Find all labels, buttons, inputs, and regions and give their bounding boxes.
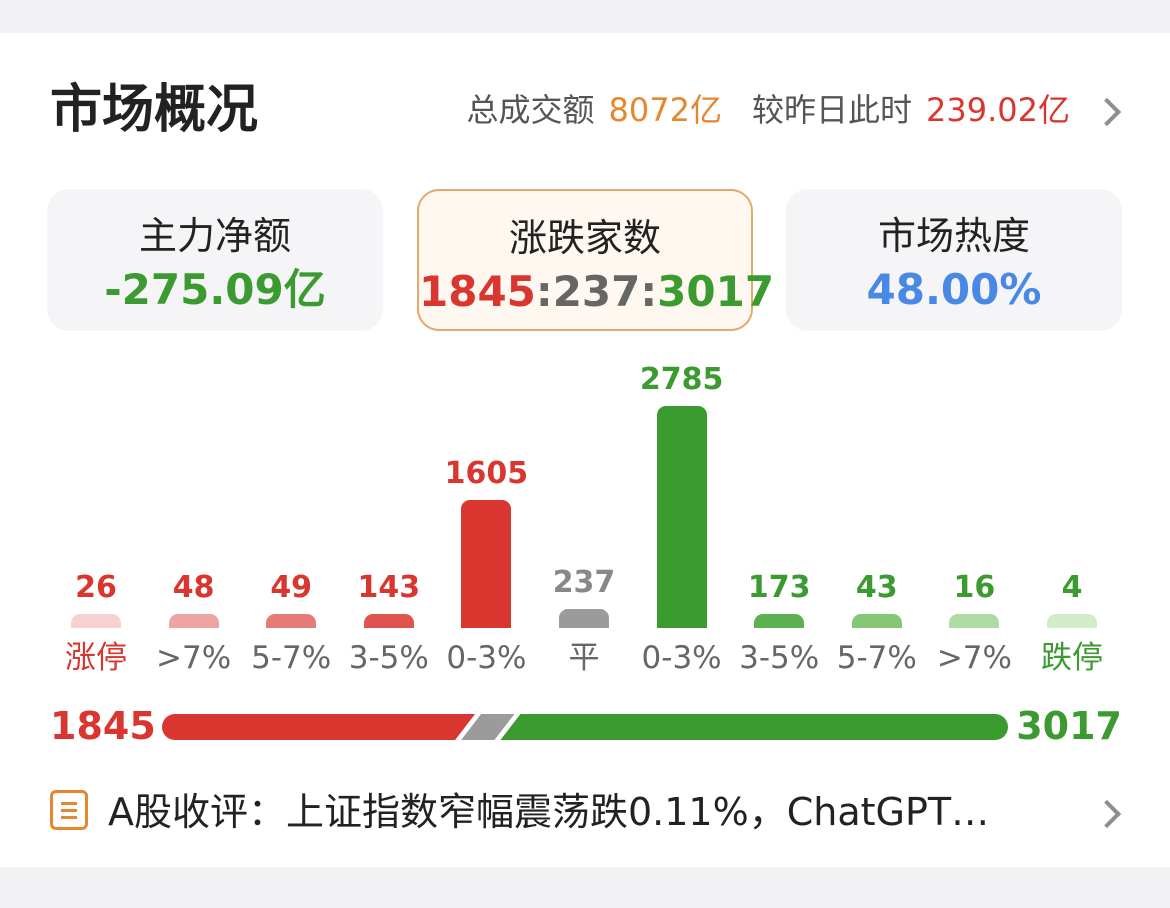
stat-value: 1845:237:3017 — [419, 267, 774, 317]
advance-decline-ratio-bar — [162, 714, 1008, 740]
separator: : — [535, 267, 553, 316]
stat-label: 市场热度 — [877, 214, 1030, 258]
news-headline: A股收评：上证指数窄幅震荡跌0.11%，ChatGPT… — [108, 790, 990, 834]
flat-count: 237 — [552, 267, 641, 316]
stat-label: 主力净额 — [138, 214, 291, 258]
advance-count: 1845 — [419, 267, 536, 316]
stat-card-advance-decline[interactable]: 涨跌家数 1845:237:3017 — [417, 189, 774, 331]
flat-segment — [461, 714, 515, 740]
stat-card-market-heat[interactable]: 市场热度 48.00% — [786, 189, 1122, 331]
stat-label: 涨跌家数 — [508, 216, 661, 260]
compare-label: 较昨日此时 — [752, 91, 913, 129]
market-overview-card — [0, 33, 1170, 867]
turnover-label: 总成交额 — [466, 91, 595, 129]
page-title: 市场概况 — [50, 80, 259, 140]
turnover-value: 8072亿 — [608, 91, 722, 129]
news-item[interactable]: A股收评：上证指数窄幅震荡跌0.11%，ChatGPT… — [50, 786, 1122, 838]
turnover-summary[interactable]: 总成交额 8072亿 较昨日此时 239.02亿 — [467, 88, 1070, 132]
stat-value: -275.09亿 — [104, 265, 326, 314]
decline-segment — [500, 714, 1008, 740]
separator: : — [640, 267, 658, 316]
advance-segment — [162, 714, 476, 740]
document-icon — [50, 790, 88, 830]
stat-value: 48.00% — [866, 265, 1042, 314]
stat-card-main-net[interactable]: 主力净额 -275.09亿 — [47, 189, 383, 331]
advance-total: 1845 — [50, 704, 156, 748]
compare-value: 239.02亿 — [926, 91, 1070, 129]
decline-total: 3017 — [1016, 704, 1122, 748]
decline-count: 3017 — [657, 267, 775, 316]
